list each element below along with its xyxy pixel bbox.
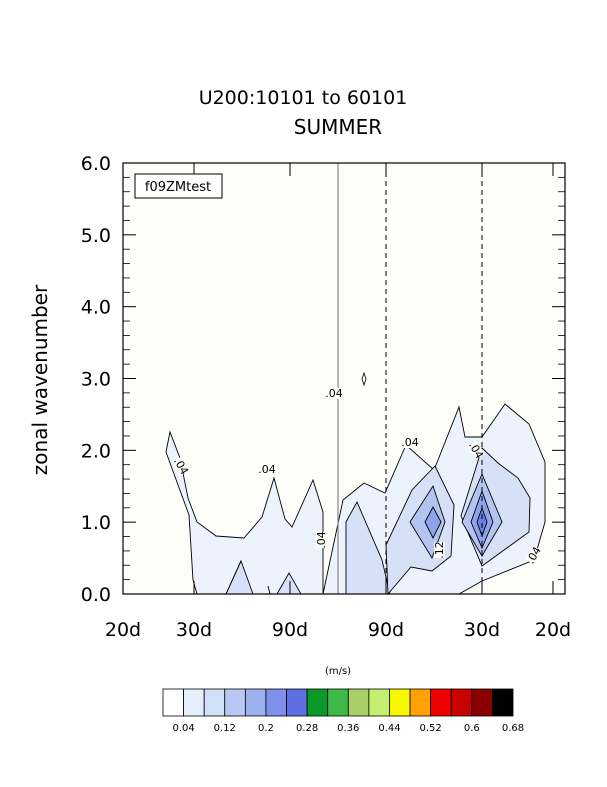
- contour-label-bg-7: [525, 545, 543, 565]
- colorbar-swatch-1: [183, 688, 205, 717]
- contour-line-b: [267, 585, 271, 595]
- colorbar-label-1: 0.12: [214, 723, 236, 734]
- y-axis: 0.0 1.0 2.0 3.0 4.0 5.0 6.0: [81, 153, 565, 606]
- contour-label-bg-1: [259, 464, 275, 475]
- colorbar-label-3: 0.28: [296, 723, 318, 734]
- y-tick-label-5: 5.0: [81, 225, 111, 247]
- colorbar-swatch-13: [430, 688, 452, 717]
- colorbar-swatch-10: [368, 688, 390, 717]
- y-tick-label-1: 1.0: [81, 512, 111, 534]
- contour-region-11: [476, 506, 488, 538]
- y-tick-label-2: 2.0: [81, 440, 111, 462]
- x-tick-label-1: 30d: [176, 619, 212, 641]
- colorbar-swatch-5: [265, 688, 287, 717]
- colorbar-swatch-2: [203, 688, 226, 717]
- contour-label-bg-2: [316, 532, 327, 548]
- contour-label-bg-4: [467, 440, 485, 460]
- units-label: (m/s): [325, 666, 351, 677]
- colorbar-label-6: 0.52: [420, 723, 442, 734]
- contour-label-3: .04: [401, 436, 419, 449]
- colorbar-swatch-8: [327, 688, 349, 717]
- colorbar-swatch-14: [450, 688, 473, 717]
- chart-title: U200:10101 to 60101: [199, 87, 408, 109]
- contour-region-9: [424, 506, 442, 540]
- contour-label-group-2: .04: [315, 531, 328, 549]
- colorbar-label-2: 0.2: [258, 723, 274, 734]
- case-label: f09ZMtest: [145, 180, 211, 195]
- contour-label-group-6: .12: [433, 541, 446, 559]
- colorbar-label-8: 0.68: [502, 723, 524, 734]
- colorbar-swatch-3: [224, 688, 246, 717]
- contour-label-bg-0: [172, 456, 190, 476]
- contour-fills: [165, 371, 546, 596]
- colorbar-label-4: 0.36: [337, 723, 359, 734]
- reference-lines: [337, 163, 483, 594]
- contour-label-bg-6: [434, 542, 445, 558]
- contour-label-2: .04: [315, 531, 328, 549]
- y-tick-label-4: 4.0: [81, 297, 111, 319]
- colorbar-swatch-9: [347, 688, 370, 717]
- y-axis-label: zonal wavenumber: [28, 284, 52, 475]
- colorbar-swatch-7: [306, 688, 329, 717]
- colorbar-swatch-11: [389, 688, 411, 717]
- contour-label-5: .04: [325, 387, 343, 400]
- x-tick-label-4: 30d: [464, 619, 500, 641]
- contour-lines: [225, 560, 271, 595]
- chart-subtitle: SUMMER: [294, 115, 382, 139]
- y-tick-label-6: 6.0: [81, 153, 111, 175]
- colorbar-swatch-12: [409, 688, 432, 717]
- colorbar-label-5: 0.44: [378, 723, 400, 734]
- colorbar-swatch-16: [492, 688, 514, 717]
- colorbar-swatch-15: [471, 688, 493, 717]
- contour-label-bg-3: [402, 437, 418, 448]
- colorbar-label-0: 0.04: [172, 723, 194, 734]
- x-tick-label-3: 90d: [368, 619, 404, 641]
- colorbar-swatch-4: [244, 688, 267, 717]
- contour-isolated-region: [361, 371, 367, 387]
- case-label-box: [134, 173, 223, 199]
- contour-region-0: [165, 430, 324, 595]
- x-tick-label-5: 20d: [535, 619, 571, 641]
- contour-label-group-3: .04: [401, 436, 419, 449]
- contour-label-6: .12: [433, 541, 446, 559]
- contour-label-group-5: .04: [325, 387, 343, 400]
- x-tick-label-0: 20d: [105, 619, 141, 641]
- x-axis: 20d 30d 90d 90d 30d 20d: [105, 163, 571, 641]
- colorbar-label-7: 0.6: [464, 723, 480, 734]
- x-tick-label-2: 90d: [272, 619, 308, 641]
- y-tick-label-0: 0.0: [81, 584, 111, 606]
- y-tick-label-3: 3.0: [81, 369, 111, 391]
- contour-label-group-1: .04: [258, 463, 276, 476]
- contour-label-bg-5: [326, 388, 342, 399]
- contour-label-1: .04: [258, 463, 276, 476]
- colorbar-swatch-0: [162, 688, 184, 717]
- contour-line-a: [225, 560, 242, 595]
- colorbar: 0.04 0.12 0.2 0.28 0.36 0.44 0.52 0.6 0.68: [162, 688, 524, 734]
- colorbar-swatch-6: [286, 688, 308, 717]
